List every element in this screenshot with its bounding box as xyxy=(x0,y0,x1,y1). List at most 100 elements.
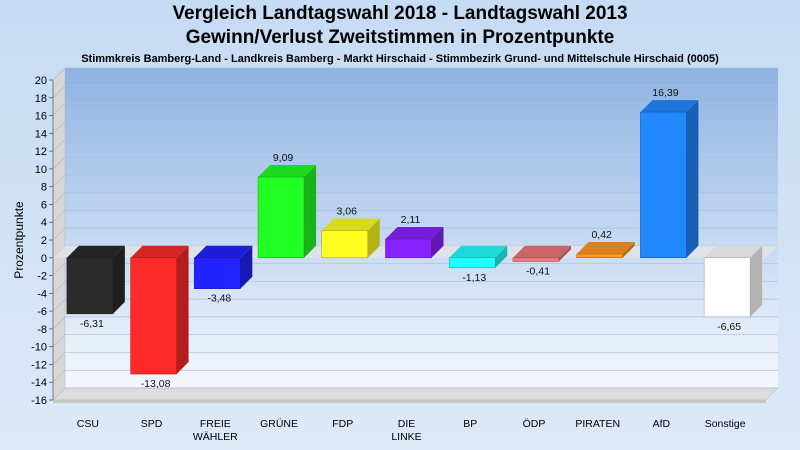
gridline-side xyxy=(52,316,66,330)
x-tick-label: SPD xyxy=(141,418,163,430)
gridline-side xyxy=(52,263,66,276)
x-tick-label: Sonstige xyxy=(705,418,746,430)
data-label: -6,65 xyxy=(717,321,741,333)
bar-top xyxy=(385,227,444,240)
y-tick-label: 4 xyxy=(41,217,47,229)
y-tick-label: -8 xyxy=(37,324,47,336)
x-tick-label: ÖDP xyxy=(523,418,546,430)
bar-top xyxy=(258,164,317,177)
x-tick-label: LINKE xyxy=(391,431,421,443)
gridline-side xyxy=(52,67,66,81)
bar-top xyxy=(576,242,635,255)
data-label: -13,08 xyxy=(141,378,171,390)
gridline-side xyxy=(52,298,66,312)
chart-title: Vergleich Landtagswahl 2018 - Landtagswa… xyxy=(172,3,628,24)
y-tick-label: 10 xyxy=(35,164,47,176)
gridline-side xyxy=(52,227,66,241)
bar-top xyxy=(449,245,508,258)
gridline-side xyxy=(52,138,66,152)
gridline-side xyxy=(52,174,66,187)
floor-edge xyxy=(53,400,766,403)
data-label: -1,13 xyxy=(462,272,486,284)
bar-side xyxy=(750,245,763,317)
data-label: 9,09 xyxy=(273,152,294,164)
y-tick-label: -4 xyxy=(37,288,47,300)
gridline-side xyxy=(52,370,66,383)
x-tick-label: FREIE xyxy=(200,418,231,430)
bar-side xyxy=(176,245,189,375)
bar-side xyxy=(112,245,125,314)
bar-top xyxy=(512,245,571,258)
y-tick-label: -6 xyxy=(37,306,47,318)
x-tick-label: GRÜNE xyxy=(260,418,298,430)
x-tick-label: BP xyxy=(463,418,477,430)
data-label: 0,42 xyxy=(591,229,612,241)
gridline-side xyxy=(52,156,66,170)
bar-side xyxy=(304,164,317,258)
data-label: 16,39 xyxy=(652,87,678,99)
bar-top xyxy=(321,218,380,231)
bar-top xyxy=(194,245,253,258)
gridline-side xyxy=(52,103,66,116)
gridline-side xyxy=(52,334,66,347)
gridline-side xyxy=(52,192,66,205)
data-label: 2,11 xyxy=(401,214,421,226)
y-tick-label: 0 xyxy=(41,253,47,265)
bar xyxy=(194,257,241,289)
y-tick-label: -10 xyxy=(31,342,47,354)
y-tick-label: 2 xyxy=(41,235,47,247)
y-tick-label: 6 xyxy=(41,199,47,211)
bar-top xyxy=(640,100,699,113)
bar-side xyxy=(431,227,444,258)
bar xyxy=(385,238,432,259)
data-label: -3,48 xyxy=(207,293,231,305)
gridline-side xyxy=(52,352,66,365)
bar-top xyxy=(704,245,763,258)
y-axis-label: Prozentpunkte xyxy=(12,201,26,279)
data-label: 3,06 xyxy=(337,206,358,218)
bar-side xyxy=(367,218,380,258)
data-label: -0,41 xyxy=(526,265,550,277)
bar xyxy=(576,253,623,259)
bar xyxy=(66,257,114,315)
bar xyxy=(512,257,560,262)
bar-side xyxy=(558,245,571,262)
x-tick-label: PIRATEN xyxy=(575,418,620,430)
bar-side xyxy=(686,100,699,258)
data-label: -6,31 xyxy=(80,318,104,330)
chart-subtitle: Gewinn/Verlust Zweitstimmen in Prozentpu… xyxy=(185,27,615,48)
x-tick-label: CSU xyxy=(77,418,99,430)
bar-side xyxy=(495,245,508,268)
bar-side xyxy=(622,242,635,258)
gridline-side xyxy=(52,210,66,223)
y-tick-label: 18 xyxy=(35,93,47,105)
gridline-side xyxy=(52,387,66,401)
y-tick-label: 12 xyxy=(35,146,47,158)
bar-top xyxy=(66,245,125,258)
y-tick-label: 16 xyxy=(35,111,47,123)
bar-top xyxy=(130,245,189,258)
bar xyxy=(640,111,687,259)
y-tick-label: -14 xyxy=(31,377,47,389)
y-tick-label: 14 xyxy=(35,128,47,140)
x-tick-label: WÄHLER xyxy=(193,431,238,443)
y-tick-label: -12 xyxy=(31,359,47,371)
x-tick-label: DIE xyxy=(398,418,416,430)
y-tick-label: -2 xyxy=(37,271,47,283)
bar xyxy=(703,257,751,318)
bar xyxy=(257,176,305,259)
x-tick-label: AfD xyxy=(653,418,671,430)
y-tick-label: -16 xyxy=(31,395,47,407)
bar xyxy=(321,230,369,259)
bar xyxy=(130,257,177,375)
gridline-side xyxy=(52,121,66,134)
bar-side xyxy=(240,245,253,289)
y-tick-label: 8 xyxy=(41,182,47,194)
gridline-side xyxy=(52,281,66,294)
y-tick-label: 20 xyxy=(35,75,47,87)
gridline-side xyxy=(52,85,66,98)
chart-location: Stimmkreis Bamberg-Land - Landkreis Bamb… xyxy=(81,53,719,65)
x-tick-label: FDP xyxy=(332,418,353,430)
